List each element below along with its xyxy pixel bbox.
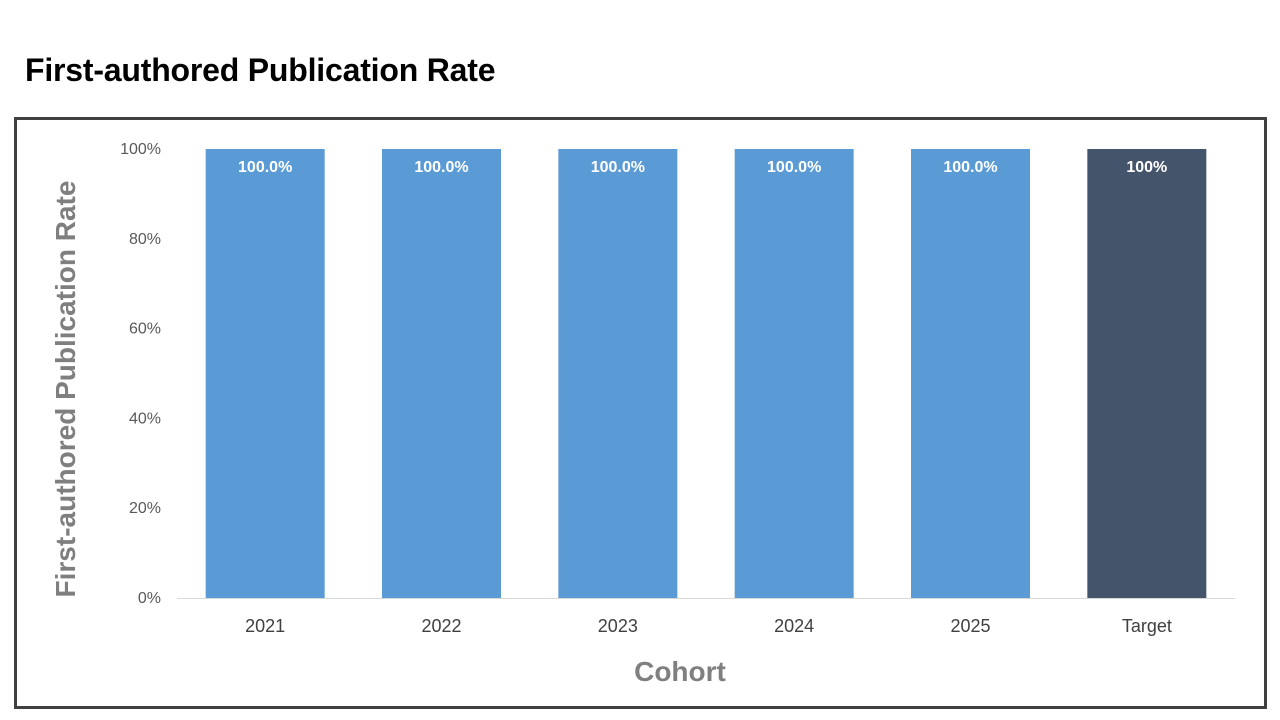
bar xyxy=(911,149,1030,598)
bar xyxy=(1087,149,1207,598)
data-label: 100.0% xyxy=(414,159,468,176)
x-tick-label: Target xyxy=(1122,616,1172,636)
bars: 100.0% 100.0% 100.0% 100.0% 100.0% 100% xyxy=(205,149,1207,598)
data-label: 100.0% xyxy=(591,159,645,176)
x-axis-ticks: 2021 2022 2023 2024 2025 Target xyxy=(245,616,1172,636)
x-tick-label: 2024 xyxy=(774,616,814,636)
bar xyxy=(205,149,325,598)
y-tick-label: 60% xyxy=(129,321,161,338)
data-label: 100.0% xyxy=(238,159,292,176)
y-tick-label: 100% xyxy=(120,141,161,158)
y-axis-title: First-authored Publication Rate xyxy=(50,181,81,598)
x-axis-title: Cohort xyxy=(634,656,726,687)
bar xyxy=(558,149,678,598)
data-label: 100.0% xyxy=(943,159,997,176)
bar xyxy=(734,149,854,598)
x-tick-label: 2023 xyxy=(598,616,638,636)
bar xyxy=(382,149,501,598)
y-tick-label: 40% xyxy=(129,410,161,427)
y-tick-label: 80% xyxy=(129,231,161,248)
data-label: 100% xyxy=(1126,159,1167,176)
y-tick-label: 0% xyxy=(138,590,161,607)
x-tick-label: 2025 xyxy=(950,616,990,636)
x-tick-label: 2022 xyxy=(421,616,461,636)
data-label: 100.0% xyxy=(767,159,821,176)
y-axis-ticks: 0% 20% 40% 60% 80% 100% xyxy=(120,141,161,607)
x-tick-label: 2021 xyxy=(245,616,285,636)
page-title: First-authored Publication Rate xyxy=(25,52,496,88)
y-tick-label: 20% xyxy=(129,500,161,517)
